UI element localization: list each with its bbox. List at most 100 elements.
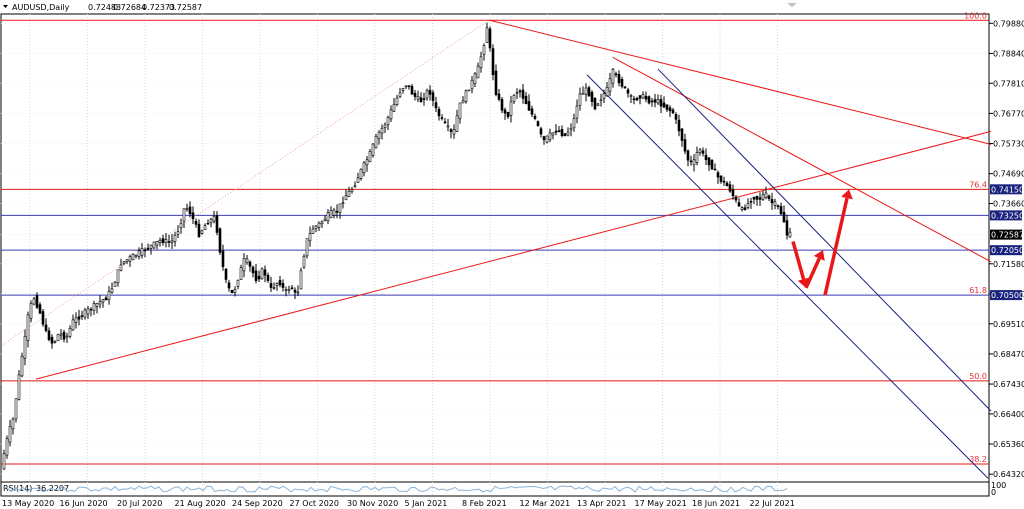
x-tick-label: 30 Nov 2020 — [347, 499, 398, 508]
candle-body — [503, 109, 507, 114]
candle-body — [719, 175, 723, 182]
candle-body — [185, 208, 189, 210]
y-tick-label: 0.66400 — [993, 410, 1024, 419]
candle-body — [467, 89, 471, 92]
candle-body — [770, 199, 774, 204]
candle-body — [437, 108, 441, 117]
price-tag — [990, 184, 1022, 195]
candle-body — [122, 261, 126, 264]
candle-body — [470, 79, 474, 90]
candle-body — [617, 73, 621, 83]
candle-body — [599, 99, 603, 102]
candle-body — [53, 340, 57, 343]
candle-body — [218, 228, 222, 253]
candle-body — [368, 151, 372, 162]
candle-body — [257, 276, 261, 280]
trendline — [488, 19, 992, 145]
candle-body — [5, 438, 9, 456]
y-tick-label: 0.74690 — [993, 170, 1024, 179]
candle-body — [104, 297, 108, 301]
x-tick-label: 24 Sep 2020 — [232, 499, 283, 508]
x-tick-label: 22 Jul 2021 — [750, 499, 795, 508]
candle-body — [254, 270, 258, 281]
candle-body — [305, 238, 309, 257]
candle-body — [764, 192, 768, 198]
candle-body — [671, 109, 675, 114]
high-value: 0.72684 — [113, 3, 146, 12]
collapse-triangle-icon[interactable] — [787, 3, 797, 7]
candle-body — [227, 282, 231, 289]
candle-body — [608, 78, 612, 92]
candle-body — [38, 304, 42, 314]
candle-body — [248, 261, 252, 267]
candle-body — [149, 244, 153, 249]
candle-body — [716, 172, 720, 178]
candle-body — [272, 287, 276, 289]
x-tick-label: 20 Jul 2020 — [117, 499, 162, 508]
candle-body — [146, 247, 150, 250]
candle-body — [314, 225, 318, 229]
price-tag-label: 0.73250 — [991, 211, 1024, 220]
candle-body — [194, 220, 198, 225]
candle-body — [299, 270, 303, 290]
candle-body — [74, 317, 78, 323]
candle-body — [356, 177, 360, 183]
candle-body — [86, 308, 90, 315]
candle-body — [380, 127, 384, 134]
y-tick-label: 0.76770 — [993, 109, 1024, 118]
candle-body — [737, 202, 741, 207]
rsi-scale-top: 100 — [991, 481, 1006, 490]
candle-body — [788, 231, 792, 238]
candle-body — [413, 92, 417, 97]
candle-body — [329, 210, 333, 218]
candle-body — [518, 90, 522, 93]
candle-body — [425, 90, 429, 99]
candle-body — [560, 128, 564, 136]
candle-body — [767, 195, 771, 200]
candle-body — [410, 85, 414, 95]
current-price-label: 0.72587 — [991, 231, 1024, 240]
candle-body — [350, 189, 354, 192]
candle-body — [281, 283, 285, 288]
trendline — [612, 57, 992, 263]
candle-body — [191, 212, 195, 220]
candle-body — [47, 330, 51, 340]
candle-body — [728, 184, 732, 192]
candle-body — [407, 85, 411, 87]
candle-body — [224, 268, 228, 280]
candle-body — [629, 95, 633, 97]
candle-body — [332, 209, 336, 216]
candle-body — [494, 70, 498, 95]
candle-body — [398, 92, 402, 97]
candle-body — [542, 136, 546, 141]
candle-body — [98, 301, 102, 305]
candle-body — [89, 308, 93, 311]
candle-body — [734, 196, 738, 201]
candle-body — [71, 319, 75, 331]
candle-body — [419, 97, 423, 103]
candle-body — [341, 202, 345, 204]
candle-body — [446, 125, 450, 128]
candle-body — [59, 333, 63, 336]
y-tick-label: 0.67430 — [993, 380, 1024, 389]
candle-body — [206, 222, 210, 225]
candle-body — [752, 197, 756, 200]
candle-body — [512, 95, 516, 102]
candle-body — [251, 266, 255, 274]
candle-body — [383, 124, 387, 128]
candle-body — [710, 160, 714, 170]
y-tick-label: 0.71580 — [993, 260, 1024, 269]
candle-body — [152, 241, 156, 249]
candle-body — [473, 73, 477, 84]
candle-body — [662, 102, 666, 108]
y-tick-label: 0.75730 — [993, 140, 1024, 149]
candle-body — [395, 97, 399, 105]
dropdown-triangle-icon[interactable] — [3, 5, 8, 8]
rsi-panel — [0, 481, 990, 497]
candle-body — [344, 195, 348, 201]
candle-body — [635, 98, 639, 101]
candle-body — [188, 206, 192, 215]
candle-body — [779, 206, 783, 215]
candle-body — [632, 98, 636, 101]
